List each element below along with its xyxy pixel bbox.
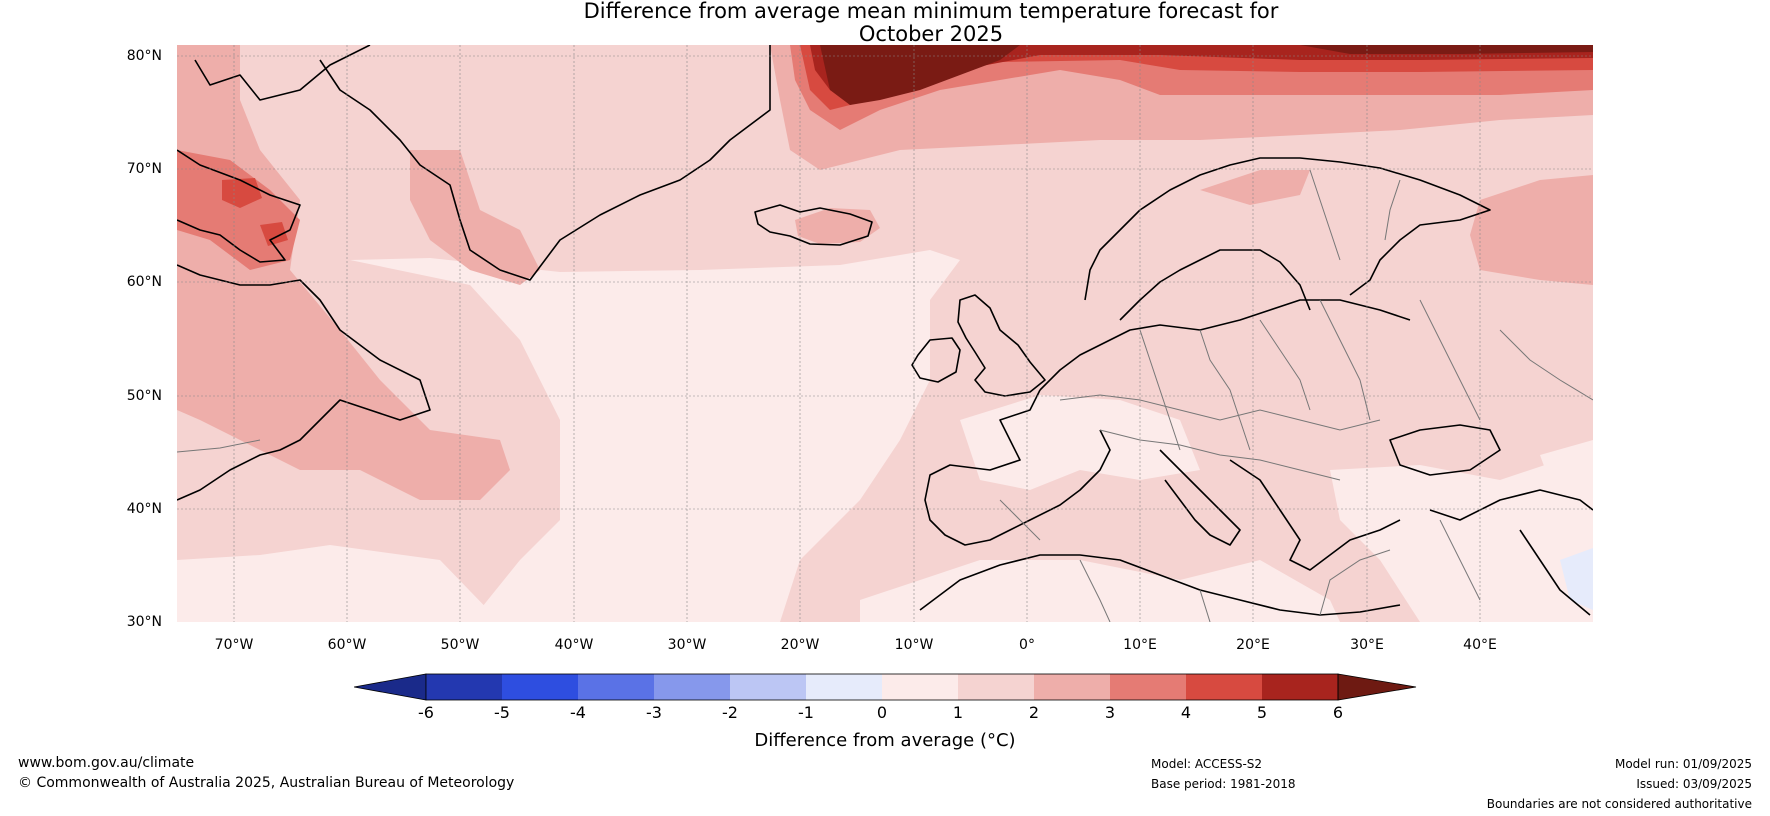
- footer-copyright: © Commonwealth of Australia 2025, Austra…: [18, 775, 515, 791]
- colorbar-tick-0: 0: [876, 703, 888, 722]
- colorbar-bin-m4-m3: [578, 674, 654, 700]
- lon-label-30e: 30°E: [1350, 637, 1384, 653]
- colorbar-bin-5-6: [1262, 674, 1338, 700]
- colorbar-over-triangle: [1337, 673, 1417, 701]
- lat-label-80n: 80°N: [126, 48, 162, 64]
- colorbar-bin-m5-m4: [502, 674, 578, 700]
- field-6plus-arctic: [820, 45, 1020, 105]
- lon-label-30w: 30°W: [667, 637, 707, 653]
- lat-label-40n: 40°N: [126, 501, 162, 517]
- colorbar-bin-m3-m2: [654, 674, 730, 700]
- colorbar-tick-5: 5: [1256, 703, 1268, 722]
- field-4-5-baffin-2: [260, 222, 288, 246]
- lon-label-20w: 20°W: [780, 637, 820, 653]
- field-2-3-greenland-east: [410, 150, 540, 285]
- colorbar-tick-m3: -3: [646, 703, 662, 722]
- field-2-3-russia: [1470, 175, 1593, 285]
- colorbar-tick-4: 4: [1180, 703, 1192, 722]
- colorbar-bin-0-1: [882, 674, 958, 700]
- colorbar-bin-m1-0: [806, 674, 882, 700]
- field-m1-0-patch: [1560, 548, 1593, 610]
- colorbar-tick-m5: -5: [494, 703, 510, 722]
- field-6plus-arctic-east: [1300, 45, 1593, 54]
- colorbar-bin-m2-m1: [730, 674, 806, 700]
- colorbar-tick-m4: -4: [570, 703, 586, 722]
- footer-website: www.bom.gov.au/climate: [18, 755, 195, 771]
- lon-label-50w: 50°W: [440, 637, 480, 653]
- lon-label-70w: 70°W: [214, 637, 254, 653]
- footer-issued: Issued: 03/09/2025: [1636, 777, 1752, 791]
- lat-label-70n: 70°N: [126, 161, 162, 177]
- colorbar-bin-3-4: [1110, 674, 1186, 700]
- map-title: Difference from average mean minimum tem…: [0, 0, 1770, 46]
- colorbar-tick-m1: -1: [798, 703, 814, 722]
- title-line-2: October 2025: [858, 22, 1004, 46]
- lat-label-30n: 30°N: [126, 614, 162, 630]
- lat-label-60n: 60°N: [126, 274, 162, 290]
- footer-model: Model: ACCESS-S2: [1151, 757, 1263, 771]
- colorbar-under-triangle: [354, 673, 427, 701]
- lon-label-10e: 10°E: [1123, 637, 1157, 653]
- lon-label-40w: 40°W: [554, 637, 594, 653]
- field-5-6-arctic: [810, 45, 1593, 100]
- footer-base-period: Base period: 1981-2018: [1151, 777, 1296, 791]
- colorbar-tick-m6: -6: [418, 703, 434, 722]
- footer-model-run: Model run: 01/09/2025: [1614, 757, 1752, 771]
- field-0-1-turkey: [1330, 460, 1593, 622]
- lon-label-40e: 40°E: [1463, 637, 1497, 653]
- footer-disclaimer: Boundaries are not considered authoritat…: [1486, 797, 1752, 811]
- lon-label-10w: 10°W: [894, 637, 934, 653]
- field-2-3-canada: [177, 45, 510, 500]
- field-0-1-atlantic: [350, 250, 960, 622]
- colorbar-bin-m6-m5: [426, 674, 502, 700]
- colorbar-tick-1: 1: [952, 703, 964, 722]
- colorbar-bin-1-2: [958, 674, 1034, 700]
- colorbar-bin-4-5: [1186, 674, 1262, 700]
- lon-label-60w: 60°W: [327, 637, 367, 653]
- coastlines: [177, 45, 1593, 616]
- field-2-3-scand: [1200, 170, 1310, 205]
- colorbar: [354, 673, 1417, 701]
- colorbar-tick-3: 3: [1104, 703, 1116, 722]
- colorbar-tick-2: 2: [1028, 703, 1040, 722]
- colorbar-bin-2-3: [1034, 674, 1110, 700]
- title-line-1: Difference from average mean minimum tem…: [583, 0, 1279, 23]
- lon-label-0: 0°: [1019, 637, 1035, 653]
- field-0-1-south: [177, 545, 500, 622]
- field-0-1-sahara: [860, 560, 1340, 622]
- gridlines: [177, 45, 1593, 622]
- lon-label-20e: 20°E: [1236, 637, 1270, 653]
- lat-label-50n: 50°N: [126, 388, 162, 404]
- colorbar-label: Difference from average (°C): [754, 730, 1016, 751]
- colorbar-tick-6: 6: [1332, 703, 1344, 722]
- country-borders: [177, 169, 1593, 622]
- colorbar-tick-m2: -2: [722, 703, 738, 722]
